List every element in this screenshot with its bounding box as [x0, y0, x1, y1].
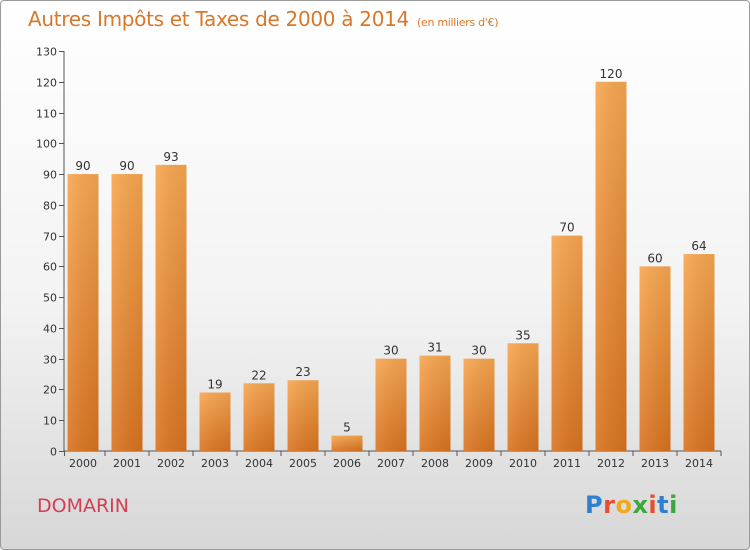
bar-value-label: 30 — [471, 344, 486, 358]
chart-axes: 0 10 20 30 40 50 60 70 80 90 100 110 120 130 2000 2001 2… — [36, 46, 722, 470]
y-tick-label: 110 — [36, 108, 57, 121]
bar-shade — [507, 343, 539, 451]
x-tick-label: 2009 — [465, 457, 493, 470]
bar-shade — [155, 164, 187, 451]
chart-title: Autres Impôts et Taxes de 2000 à 2014 (en… — [28, 7, 498, 31]
logo-letter: P — [585, 491, 604, 519]
y-tick-label: 120 — [36, 77, 57, 90]
y-tick-label: 80 — [43, 200, 57, 213]
y-tick-label: 30 — [43, 354, 57, 367]
y-tick-label: 20 — [43, 384, 57, 397]
x-tick-label: 2003 — [201, 457, 229, 470]
y-tick-label: 40 — [43, 323, 57, 336]
bar-shade — [111, 174, 143, 452]
y-tick-label: 90 — [43, 169, 57, 182]
logo-letter: i — [669, 491, 678, 519]
bar-shade — [287, 380, 319, 451]
logo-letter: r — [603, 491, 616, 519]
y-tick-label: 100 — [36, 138, 57, 151]
bar-value-label: 64 — [691, 239, 706, 253]
x-tick-label: 2001 — [113, 457, 141, 470]
y-tick-label: 50 — [43, 292, 57, 305]
bar-shade — [67, 174, 99, 452]
proxiti-logo: Proxiti — [585, 491, 678, 519]
bar-value-label: 19 — [207, 378, 222, 392]
y-tick-label: 130 — [36, 46, 57, 59]
bar-shade — [639, 266, 671, 451]
bar-shade — [419, 355, 451, 451]
bar-shade — [463, 358, 495, 451]
bar-value-label: 60 — [647, 251, 662, 265]
bar-shade — [243, 383, 275, 451]
bar-value-label: 35 — [515, 328, 530, 342]
bar-value-label: 30 — [383, 344, 398, 358]
x-tick-label: 2008 — [421, 457, 449, 470]
bar-shade — [551, 235, 583, 451]
x-tick-label: 2007 — [377, 457, 405, 470]
bar-value-label: 93 — [163, 150, 178, 164]
bar-value-label: 120 — [600, 67, 623, 81]
logo-letter: x — [632, 491, 649, 519]
y-tick-label: 0 — [50, 446, 57, 459]
bar-shade — [199, 392, 231, 451]
x-tick-label: 2014 — [685, 457, 713, 470]
x-tick-label: 2006 — [333, 457, 361, 470]
x-tick-label: 2005 — [289, 457, 317, 470]
x-tick-label: 2000 — [69, 457, 97, 470]
logo-letter: t — [657, 491, 670, 519]
bar-value-label: 5 — [343, 421, 351, 435]
commune-name: DOMARIN — [37, 495, 129, 517]
bar-value-label: 22 — [251, 368, 266, 382]
bar-value-label: 90 — [75, 159, 90, 173]
x-tick-label: 2013 — [641, 457, 669, 470]
bar-shade — [595, 81, 627, 452]
bar-shade — [331, 435, 363, 451]
bar-value-label: 70 — [559, 221, 574, 235]
x-tick-label: 2011 — [553, 457, 581, 470]
logo-letter: i — [648, 491, 658, 519]
bar-value-label: 23 — [295, 365, 310, 379]
x-tick-label: 2012 — [597, 457, 625, 470]
x-tick-label: 2010 — [509, 457, 537, 470]
logo-letter: o — [615, 491, 633, 519]
bar-chart: 0 10 20 30 40 50 60 70 80 90 100 110 120 130 2000 2001 2… — [36, 46, 722, 470]
bar-shade — [683, 254, 715, 451]
x-tick-label: 2004 — [245, 457, 273, 470]
chart-bars: 90 90 93 19 22 23 5 30 31 30 35 70 120 60 64 — [67, 67, 715, 452]
y-tick-label: 70 — [43, 231, 57, 244]
x-tick-label: 2002 — [157, 457, 185, 470]
bar-shade — [375, 358, 407, 451]
bar-value-label: 90 — [119, 159, 134, 173]
chart-title-text: Autres Impôts et Taxes de 2000 à 2014 — [28, 7, 409, 31]
y-tick-label: 60 — [43, 261, 57, 274]
chart-unit-label: (en milliers d'€) — [417, 16, 499, 29]
y-tick-label: 10 — [43, 415, 57, 428]
bar-value-label: 31 — [427, 341, 442, 355]
